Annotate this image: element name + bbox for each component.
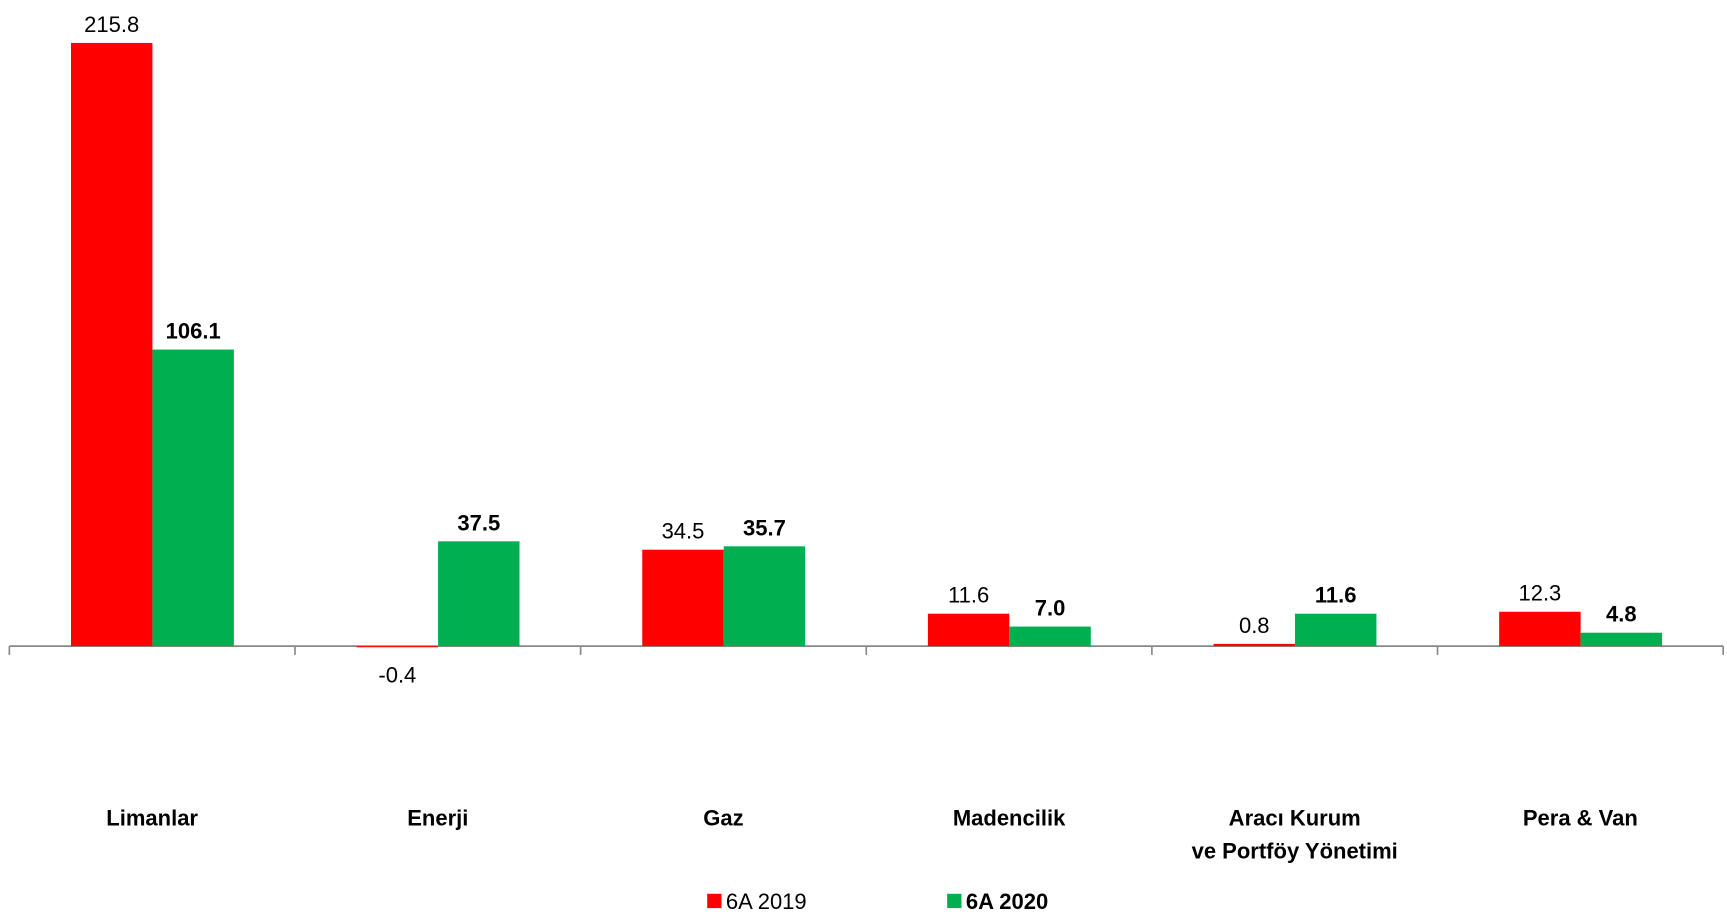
data-label: 37.5 — [457, 510, 500, 535]
category-label: Limanlar — [106, 806, 198, 831]
bar — [642, 549, 724, 647]
legend-label: 6A 2019 — [726, 889, 807, 914]
bar — [356, 646, 439, 648]
data-label: 12.3 — [1518, 581, 1561, 606]
bar — [927, 613, 1010, 647]
legend-label: 6A 2020 — [966, 889, 1048, 914]
category-label: Pera & Van — [1523, 806, 1638, 831]
bar — [1580, 632, 1663, 647]
category-label: Enerji — [407, 806, 468, 831]
bar — [152, 349, 234, 647]
category-label: Gaz — [703, 806, 743, 831]
bar — [1213, 643, 1295, 647]
category-label: Madencilik — [953, 806, 1066, 831]
data-label: 106.1 — [166, 319, 221, 344]
data-label: 11.6 — [1315, 583, 1357, 608]
data-label: 4.8 — [1606, 602, 1637, 627]
bar — [70, 42, 153, 647]
data-label: 34.5 — [662, 519, 705, 544]
data-label: 11.6 — [948, 583, 989, 608]
data-label: 35.7 — [743, 515, 786, 540]
bar — [438, 541, 520, 647]
data-label: 7.0 — [1035, 596, 1066, 621]
legend-swatch — [707, 893, 722, 909]
legend-swatch — [947, 893, 962, 909]
bar — [1294, 613, 1377, 647]
category-label: Aracı Kurum ve Portföy Yönetimi — [1192, 806, 1398, 864]
bar — [1009, 626, 1091, 647]
bar — [1499, 611, 1581, 647]
data-label: 0.8 — [1239, 613, 1270, 638]
bar — [723, 546, 806, 647]
data-label: -0.4 — [378, 662, 416, 687]
data-label: 215.8 — [84, 12, 139, 37]
